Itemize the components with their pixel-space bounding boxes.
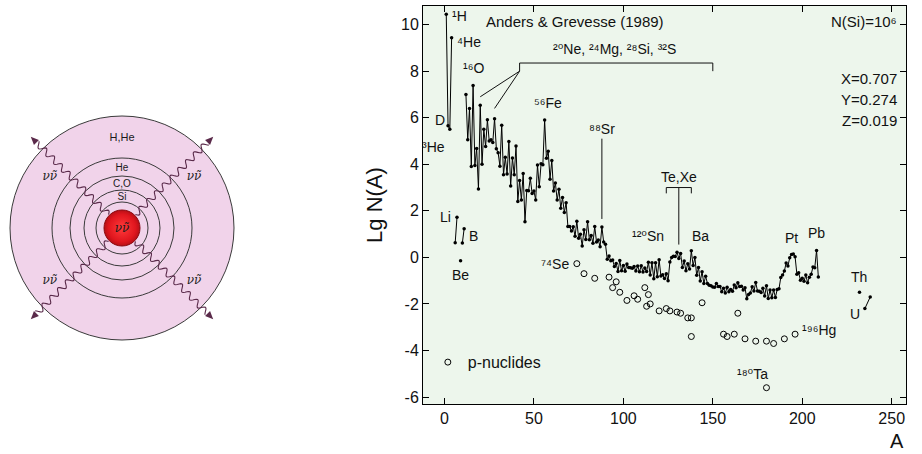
- svg-text:4: 4: [410, 156, 419, 173]
- svg-text:250: 250: [878, 410, 905, 427]
- svg-text:νν̃: νν̃: [43, 169, 58, 183]
- svg-text:100: 100: [610, 410, 637, 427]
- svg-text:Anders & Grevesse (1989): Anders & Grevesse (1989): [486, 13, 664, 30]
- svg-text:³He: ³He: [422, 139, 445, 155]
- svg-text:¹⁸⁰Ta: ¹⁸⁰Ta: [737, 366, 768, 382]
- svg-text:B: B: [469, 228, 478, 244]
- svg-text:X=0.707: X=0.707: [841, 70, 897, 87]
- svg-text:Pb: Pb: [808, 225, 825, 241]
- svg-text:¹⁶O: ¹⁶O: [463, 60, 484, 76]
- svg-text:-6: -6: [405, 389, 419, 406]
- svg-text:⁵⁶Fe: ⁵⁶Fe: [534, 95, 562, 111]
- svg-text:⁷⁴Se: ⁷⁴Se: [541, 256, 569, 272]
- svg-text:νν̃: νν̃: [43, 273, 58, 287]
- svg-text:νν̃: νν̃: [187, 273, 202, 287]
- svg-text:Z=0.019: Z=0.019: [842, 112, 897, 129]
- svg-text:H,He: H,He: [109, 131, 134, 143]
- svg-text:-2: -2: [405, 296, 419, 313]
- svg-text:Si: Si: [118, 191, 127, 202]
- svg-text:Ba: Ba: [692, 228, 709, 244]
- svg-text:Lg N(A): Lg N(A): [362, 167, 387, 243]
- svg-text:Li: Li: [440, 209, 451, 225]
- svg-text:A: A: [890, 430, 904, 452]
- svg-text:Th: Th: [851, 269, 867, 285]
- svg-text:U: U: [850, 306, 860, 322]
- svg-text:50: 50: [525, 410, 543, 427]
- svg-text:0: 0: [440, 410, 449, 427]
- svg-text:10: 10: [401, 16, 419, 33]
- svg-text:²⁰Ne, ²⁴Mg, ²⁸Si, ³²S: ²⁰Ne, ²⁴Mg, ²⁸Si, ³²S: [553, 41, 676, 57]
- svg-text:Be: Be: [452, 267, 469, 283]
- svg-text:¹H: ¹H: [452, 8, 467, 24]
- svg-text:¹⁹⁶Hg: ¹⁹⁶Hg: [802, 322, 836, 338]
- svg-text:150: 150: [699, 410, 726, 427]
- svg-text:¹²⁰Sn: ¹²⁰Sn: [632, 228, 664, 244]
- svg-text:-4: -4: [405, 342, 419, 359]
- svg-text:0: 0: [410, 249, 419, 266]
- svg-text:N(Si)=10⁶: N(Si)=10⁶: [831, 13, 897, 30]
- svg-text:Y=0.274: Y=0.274: [841, 91, 897, 108]
- svg-text:2: 2: [410, 202, 419, 219]
- svg-text:νν̃: νν̃: [187, 169, 202, 183]
- svg-text:He: He: [116, 162, 129, 173]
- svg-text:Te,Xe: Te,Xe: [661, 169, 697, 185]
- svg-text:⁸⁸Sr: ⁸⁸Sr: [589, 121, 615, 137]
- svg-text:⁴He: ⁴He: [457, 34, 481, 50]
- svg-text:200: 200: [789, 410, 816, 427]
- svg-text:p-nuclides: p-nuclides: [468, 354, 541, 371]
- svg-text:νν̃: νν̃: [115, 221, 130, 235]
- svg-text:6: 6: [410, 109, 419, 126]
- svg-text:D: D: [435, 112, 445, 128]
- svg-text:8: 8: [410, 63, 419, 80]
- svg-text:C,O: C,O: [113, 178, 131, 189]
- svg-text:Pt: Pt: [785, 230, 798, 246]
